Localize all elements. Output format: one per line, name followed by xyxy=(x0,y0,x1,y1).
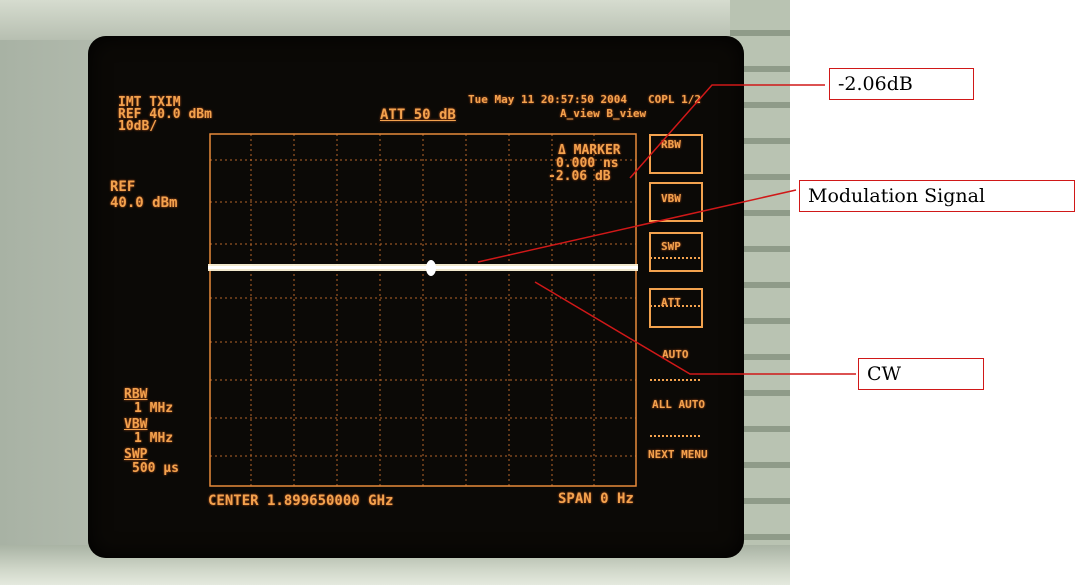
marker-title: Δ MARKER xyxy=(558,143,621,158)
marker-level: -2.06 dB xyxy=(548,169,611,184)
scale-label: 10dB/ xyxy=(118,119,158,134)
softkey-swp[interactable]: SWP xyxy=(649,232,703,272)
softkey-next-menu[interactable]: NEXT MENU xyxy=(648,448,708,461)
softkey-rbw-label: RBW xyxy=(661,138,681,151)
center-frequency: CENTER 1.899650000 GHz xyxy=(208,493,394,509)
datetime-label: Tue May 11 20:57:50 2004 xyxy=(468,93,627,106)
ref-value: 40.0 dBm xyxy=(110,195,178,211)
softkey-vbw[interactable]: VBW xyxy=(649,182,703,222)
span-label: SPAN 0 Hz xyxy=(558,491,634,507)
analyzer-photo: IMT TXIM REF 40.0 dBm 10dB/ ATT 50 dB Tu… xyxy=(0,0,790,585)
softkey-att[interactable]: ATT xyxy=(649,288,703,328)
softkey-auto[interactable]: AUTO xyxy=(662,348,689,361)
vbw-label: VBW xyxy=(124,417,148,432)
rbw-label: RBW xyxy=(124,387,148,402)
bezel-top xyxy=(0,0,790,40)
marker-dot xyxy=(426,260,436,276)
page-indicator: COPL 1/2 xyxy=(648,93,701,106)
attenuation-label: ATT 50 dB xyxy=(380,107,456,123)
vbw-value: 1 MHz xyxy=(134,431,174,446)
softkey-att-label: ATT xyxy=(661,296,681,309)
grid-lines xyxy=(210,134,636,486)
mode-label: IMT TXIM xyxy=(118,95,181,110)
ref-level-label: REF 40.0 dBm xyxy=(118,107,212,122)
softkey-all-auto[interactable]: ALL AUTO xyxy=(652,398,705,411)
rbw-value: 1 MHz xyxy=(134,401,174,416)
softkey-vbw-label: VBW xyxy=(661,192,681,205)
swp-value: 500 μs xyxy=(132,461,179,476)
marker-time: 0.000 ns xyxy=(556,156,619,171)
callout-modulation-signal: Modulation Signal xyxy=(799,180,1075,212)
softkey-rbw[interactable]: RBW xyxy=(649,134,703,174)
softkey-swp-label: SWP xyxy=(661,240,681,253)
analyzer-screen: IMT TXIM REF 40.0 dBm 10dB/ ATT 50 dB Tu… xyxy=(88,36,744,558)
view-label: A_view B_view xyxy=(560,107,647,120)
signal-trace-core xyxy=(208,266,638,269)
callout-cw: CW xyxy=(858,358,984,390)
ref-label: REF xyxy=(110,179,136,195)
callout-marker-delta: -2.06dB xyxy=(829,68,974,100)
swp-label: SWP xyxy=(124,447,148,462)
